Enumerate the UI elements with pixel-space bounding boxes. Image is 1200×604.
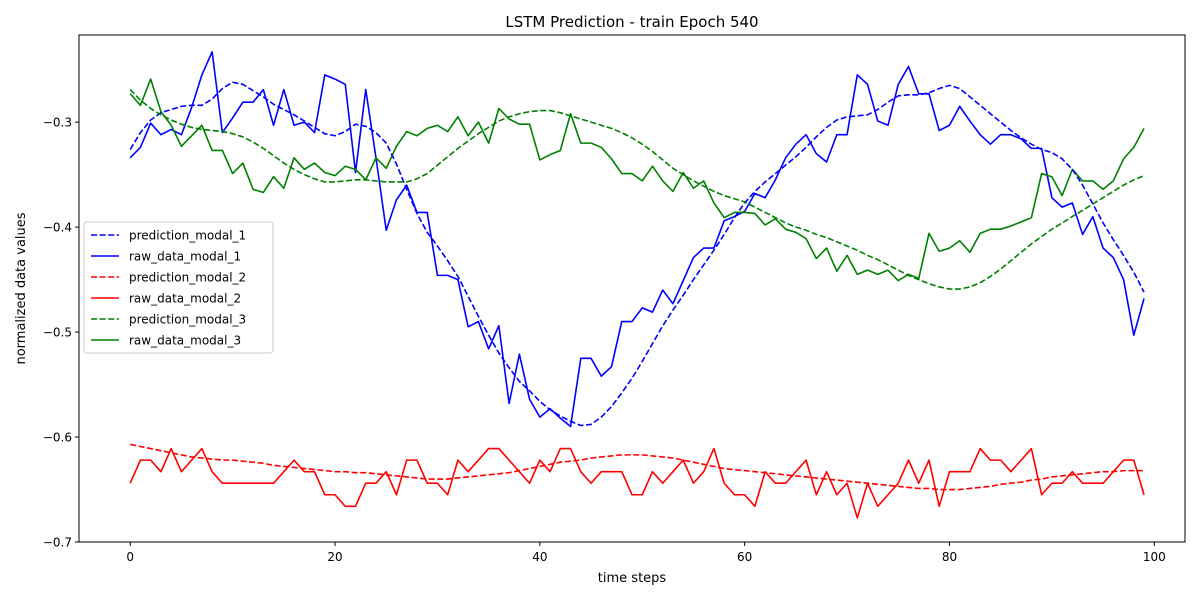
y-axis-ticks: −0.7 −0.6 −0.5 −0.4 −0.3 bbox=[43, 116, 79, 550]
legend-label: prediction_modal_2 bbox=[129, 271, 246, 285]
series-line-raw-data-modal-3 bbox=[129, 78, 1145, 282]
series-line-raw-data-modal-2 bbox=[129, 447, 1145, 519]
legend-frame bbox=[83, 221, 274, 354]
chart-title: LSTM Prediction - train Epoch 540 bbox=[505, 13, 758, 31]
series-line-prediction-modal-1 bbox=[129, 81, 1145, 427]
x-tick-label: 80 bbox=[942, 550, 957, 564]
x-tick-label: 40 bbox=[532, 550, 547, 564]
series-line-prediction-modal-2 bbox=[130, 443, 1145, 491]
x-tick-label: 100 bbox=[1143, 550, 1166, 564]
legend-label: raw_data_modal_2 bbox=[129, 292, 241, 306]
legend-label: prediction_modal_1 bbox=[129, 229, 246, 243]
legend-label: raw_data_modal_1 bbox=[129, 250, 241, 264]
y-tick-label: −0.6 bbox=[43, 431, 72, 445]
legend-label: prediction_modal_3 bbox=[129, 313, 246, 327]
series-line-raw-data-modal-1 bbox=[129, 50, 1145, 428]
x-tick-label: 20 bbox=[327, 550, 342, 564]
y-tick-label: −0.4 bbox=[43, 221, 72, 235]
y-axis-label: normalized data values bbox=[14, 212, 29, 364]
legend-label: raw_data_modal_3 bbox=[129, 334, 241, 348]
x-tick-label: 0 bbox=[126, 550, 134, 564]
plot-frame bbox=[78, 34, 1186, 543]
x-axis-ticks: 0 20 40 60 80 100 bbox=[126, 542, 1166, 564]
plot-lines bbox=[129, 50, 1145, 519]
x-tick-label: 60 bbox=[737, 550, 752, 564]
x-axis-label: time steps bbox=[598, 571, 667, 586]
legend: prediction_modal_1 raw_data_modal_1predic… bbox=[83, 221, 274, 354]
y-tick-label: −0.3 bbox=[43, 116, 72, 130]
y-tick-label: −0.5 bbox=[43, 326, 72, 340]
series-line-prediction-modal-3 bbox=[129, 89, 1145, 290]
y-tick-label: −0.7 bbox=[43, 536, 72, 550]
